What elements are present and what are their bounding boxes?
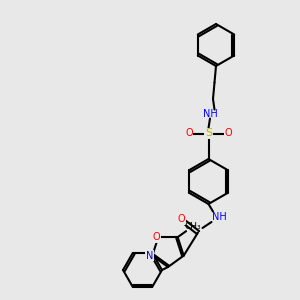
Text: N: N: [146, 250, 153, 261]
Text: O: O: [224, 128, 232, 139]
Text: O: O: [185, 128, 193, 139]
Text: O: O: [153, 232, 160, 242]
Text: CH₃: CH₃: [184, 222, 201, 231]
Text: O: O: [178, 214, 185, 224]
Text: NH: NH: [202, 109, 217, 119]
Text: S: S: [205, 128, 212, 139]
Text: NH: NH: [212, 212, 226, 223]
